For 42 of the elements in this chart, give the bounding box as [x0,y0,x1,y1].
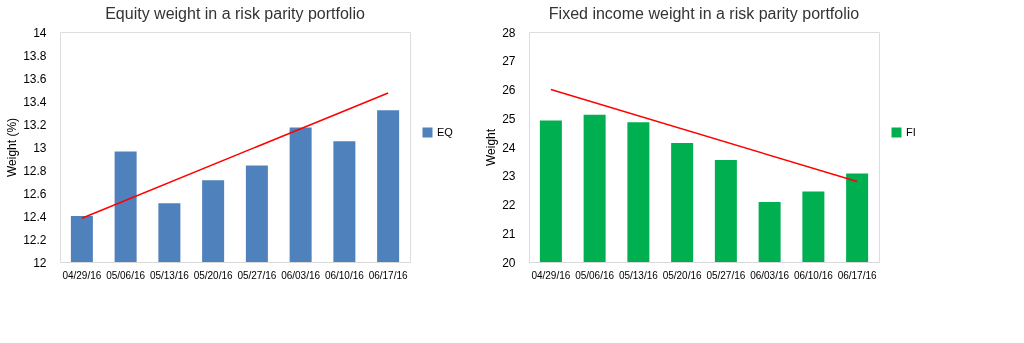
x-tick-label: 05/06/16 [106,269,146,281]
y-tick-label: 12 [33,255,47,270]
y-tick-label: 12.6 [23,186,47,201]
x-tick-label: 05/06/16 [575,269,615,281]
x-tick-label: 06/10/16 [324,269,365,281]
x-tick-label: 05/13/16 [149,269,190,281]
y-tick-label: 21 [502,226,516,241]
y-tick-label: 13 [33,140,47,155]
y-tick-label: 13.6 [23,71,47,86]
y-tick-label: 13.8 [23,48,47,63]
y-tick-label: 13.4 [23,94,47,109]
y-tick-label: 12.2 [23,232,47,247]
x-tick-label: 06/10/16 [793,269,834,281]
y-tick-label: 14 [33,25,47,40]
y-tick-label: 24 [502,140,516,155]
x-tick-label: 06/03/16 [750,269,790,281]
x-tick-label: 04/29/16 [62,269,102,281]
x-tick-label: 04/29/16 [531,269,571,281]
y-tick-label: 26 [502,83,516,97]
x-tick-label: 05/20/16 [662,269,703,281]
y-tick-label: 13.2 [23,117,47,132]
x-tick-label: 05/20/16 [193,269,234,281]
chart-title: Equity weight in a risk parity portfolio [105,5,365,22]
y-tick-label: 27 [502,54,516,69]
y-tick-label: 28 [502,25,516,40]
y-tick-label: 23 [502,169,516,184]
x-tick-label: 05/13/16 [618,269,659,281]
y-tick-label: 12.8 [23,163,47,178]
y-tick-label: 22 [502,198,516,212]
chart-title: Fixed income weight in a risk parity portfolio [548,5,860,22]
y-tick-label: 20 [502,255,516,270]
y-tick-label: 12.4 [23,209,47,224]
x-tick-label: 05/27/16 [706,269,746,281]
x-tick-label: 06/17/16 [837,269,878,281]
x-tick-label: 06/17/16 [368,269,409,281]
x-tick-label: 05/27/16 [237,269,277,281]
y-tick-label: 25 [502,111,516,126]
x-tick-label: 06/03/16 [281,269,321,281]
y-axis-title: Weight [484,128,499,167]
y-axis-title: Weight (%) [5,117,20,178]
legend-label: FI [906,125,916,138]
legend-label: EQ [437,125,454,138]
